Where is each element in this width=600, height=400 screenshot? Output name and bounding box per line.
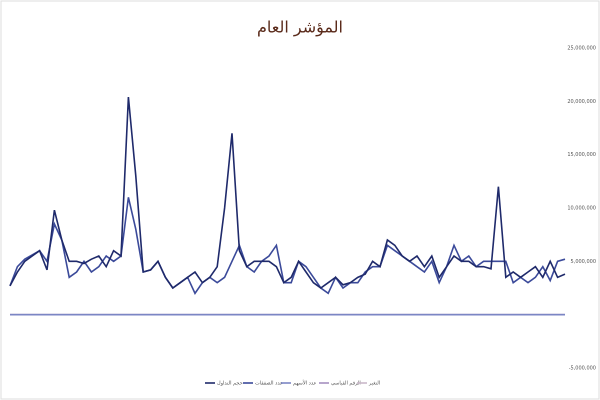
- legend-label: الرقم القياسي: [331, 381, 361, 387]
- legend-label: حجم التداول: [217, 381, 243, 387]
- legend-label: عدد الصفقات: [255, 381, 283, 387]
- y-tick-label: 5,000,000: [571, 259, 596, 265]
- y-tick-label: 10,000,000: [567, 206, 596, 212]
- legend-label: عدد الأسهم: [293, 380, 317, 387]
- chart-title: المؤشر العام: [257, 18, 343, 38]
- y-tick-label: 15,000,000: [567, 152, 596, 158]
- series-line: [9, 96, 566, 290]
- y-tick-label: 20,000,000: [567, 99, 596, 105]
- y-tick-label: -5,000,000: [569, 366, 596, 372]
- y-tick-label: 25,000,000: [567, 46, 596, 52]
- legend-label: التغير: [368, 381, 380, 387]
